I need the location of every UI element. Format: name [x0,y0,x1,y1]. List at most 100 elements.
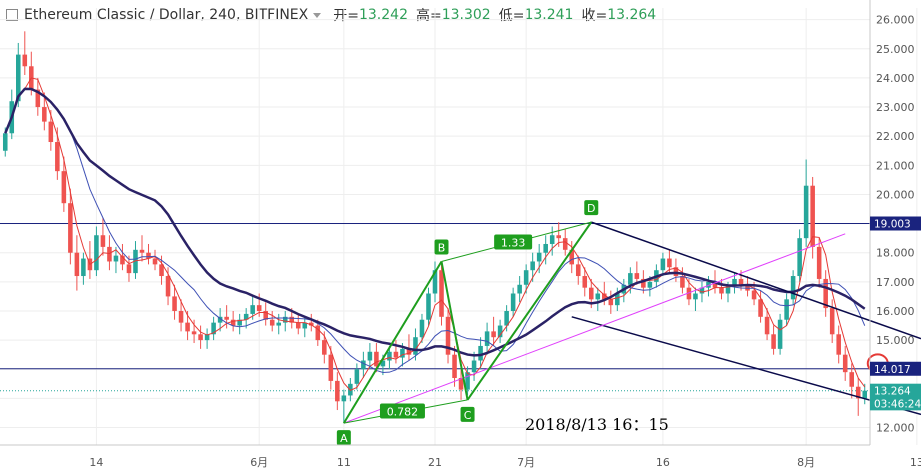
candle-body [198,334,203,341]
candle-body [159,264,164,277]
candle-body [419,319,425,338]
candle-body [517,284,522,294]
ratio-label: 1.33 [501,237,526,250]
candle-body [686,287,692,300]
price-tag-box [870,361,921,376]
y-tick-label: 20.000 [876,188,915,201]
price-tag-label: 14.017 [874,364,911,376]
candle-body [211,322,216,335]
candle-body [523,270,529,285]
candle-body [250,305,255,314]
candle-body [354,369,360,384]
candle-body [335,380,340,402]
moving-averages [4,77,866,391]
candle-body [282,316,288,323]
candle-body [758,299,763,317]
candle-body [2,133,8,151]
candle-body [400,348,405,358]
channel-lower-line [571,316,921,416]
candle-body [74,252,80,277]
ohlc-close-value: 13.264 [607,7,657,23]
y-tick-label: 12.000 [876,422,915,435]
candle-body [530,261,535,271]
y-tick-label: 17.000 [876,276,915,289]
candle-body [380,360,386,367]
price-tag-box [870,216,921,231]
x-tick-label: 16 [656,456,670,469]
candle-body [849,372,855,387]
x-tick-label: 13 [910,456,921,469]
abcd-point-label: C [464,409,472,422]
candle-body [660,258,666,271]
candle-body [172,296,177,311]
x-tick-label: 21 [428,456,442,469]
candle-body [575,264,581,277]
candle-body [120,255,125,265]
candle-body [263,310,268,320]
candle-body [217,316,223,323]
ratio-badge [494,234,533,250]
candle-body [732,278,737,285]
pink-trend-line [343,233,846,424]
candle-body [588,287,594,300]
candle-body [100,235,106,247]
candle-body [771,334,776,349]
candle-body [810,185,815,247]
candle-body [361,360,366,370]
symbol-title[interactable]: Ethereum Classic / Dollar, 240, BITFINEX [24,7,309,23]
candle-body [289,316,295,323]
candle-body [712,281,718,288]
candle-body [582,276,588,288]
candle-body [504,310,509,326]
abcd-leg-line [342,260,443,424]
candle-body [862,390,868,399]
ma-fast-line [4,77,866,391]
candle-body [562,238,568,250]
candle-body [458,377,464,390]
candle-body [126,264,132,274]
candle-body [322,340,327,355]
candle-body [478,345,483,361]
price-tag-box [870,396,921,411]
candle-body [491,331,496,338]
x-tick-label: 7月 [517,456,535,469]
candle-body [790,276,796,300]
y-tick-label: 22.000 [876,130,915,143]
candle-body [855,386,861,399]
candle-body [328,354,334,381]
candle-body [243,313,249,320]
candle-body [602,293,607,300]
price-tag-label: 19.003 [874,218,911,230]
candle-body [471,360,477,373]
candle-body [146,252,151,259]
candle-body [139,249,145,253]
abcd-leg-line [466,221,593,401]
candle-body [48,121,54,143]
candle-body [497,325,503,338]
candle-body [374,351,379,367]
candle-body [302,322,308,329]
candle-body [413,337,418,355]
collapse-square-icon[interactable] [6,9,18,21]
candle-body [178,310,184,323]
chevron-down-icon[interactable] [313,12,322,18]
candle-body [628,273,633,285]
y-tick-label: 26.000 [876,14,915,27]
candle-body [667,258,672,268]
x-tick-label: 8月 [797,456,815,469]
candle-body [295,322,301,329]
candle-body [823,278,828,309]
y-tick-label: 24.000 [876,72,915,85]
candle-body [777,319,783,349]
candle-body [445,316,451,355]
candle-body [536,252,542,262]
candle-body [797,238,802,277]
candle-body [543,243,548,253]
candle-body [719,287,724,294]
candle-body [595,293,601,300]
candle-body [256,305,262,311]
abcd-point-label: A [340,432,348,445]
ma-slow-line [4,87,866,357]
candle-body [309,322,314,326]
